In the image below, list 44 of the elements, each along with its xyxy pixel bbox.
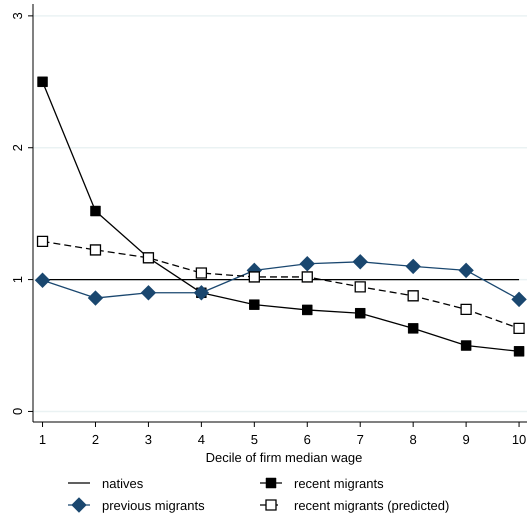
point: [354, 308, 366, 318]
point: [302, 304, 313, 316]
x-tick-label: 8: [410, 432, 417, 447]
point: [408, 323, 418, 334]
y-tick-label: 2: [10, 144, 25, 152]
y-tick-label: 1: [10, 276, 25, 284]
x-tick-label: 6: [304, 432, 311, 447]
point: [90, 206, 101, 216]
x-tick-label: 2: [92, 432, 100, 447]
point: [460, 340, 472, 351]
point: [408, 290, 419, 302]
point: [248, 271, 260, 283]
point: [513, 322, 525, 334]
x-tick-label: 3: [144, 432, 152, 447]
point: [354, 281, 366, 292]
y-tick-label: 3: [10, 12, 25, 20]
x-tick-label: 5: [250, 432, 258, 447]
point: [88, 290, 103, 306]
y-tick-label: 0: [10, 408, 25, 416]
point: [512, 292, 527, 307]
legend-label: recent migrants: [294, 476, 384, 491]
point: [249, 299, 260, 310]
x-tick-label: 10: [512, 432, 526, 447]
point: [140, 285, 156, 300]
point: [300, 256, 315, 272]
point: [514, 346, 524, 357]
point: [460, 304, 472, 316]
x-tick-label: 4: [198, 432, 205, 447]
point: [36, 236, 48, 247]
legend-label: previous migrants: [102, 498, 206, 513]
point: [458, 262, 474, 278]
x-tick-label: 7: [356, 432, 364, 447]
point: [406, 258, 421, 274]
point: [196, 267, 208, 279]
point: [37, 76, 48, 88]
x-axis-title: Decile of firm median wage: [206, 450, 362, 465]
point: [35, 272, 50, 288]
legend-label: natives: [102, 476, 144, 491]
point: [90, 244, 102, 256]
x-tick-label: 9: [462, 432, 470, 447]
legend-label: recent migrants (predicted): [294, 498, 450, 513]
x-tick-label: 1: [38, 432, 46, 447]
point: [302, 271, 313, 283]
point: [352, 254, 368, 270]
